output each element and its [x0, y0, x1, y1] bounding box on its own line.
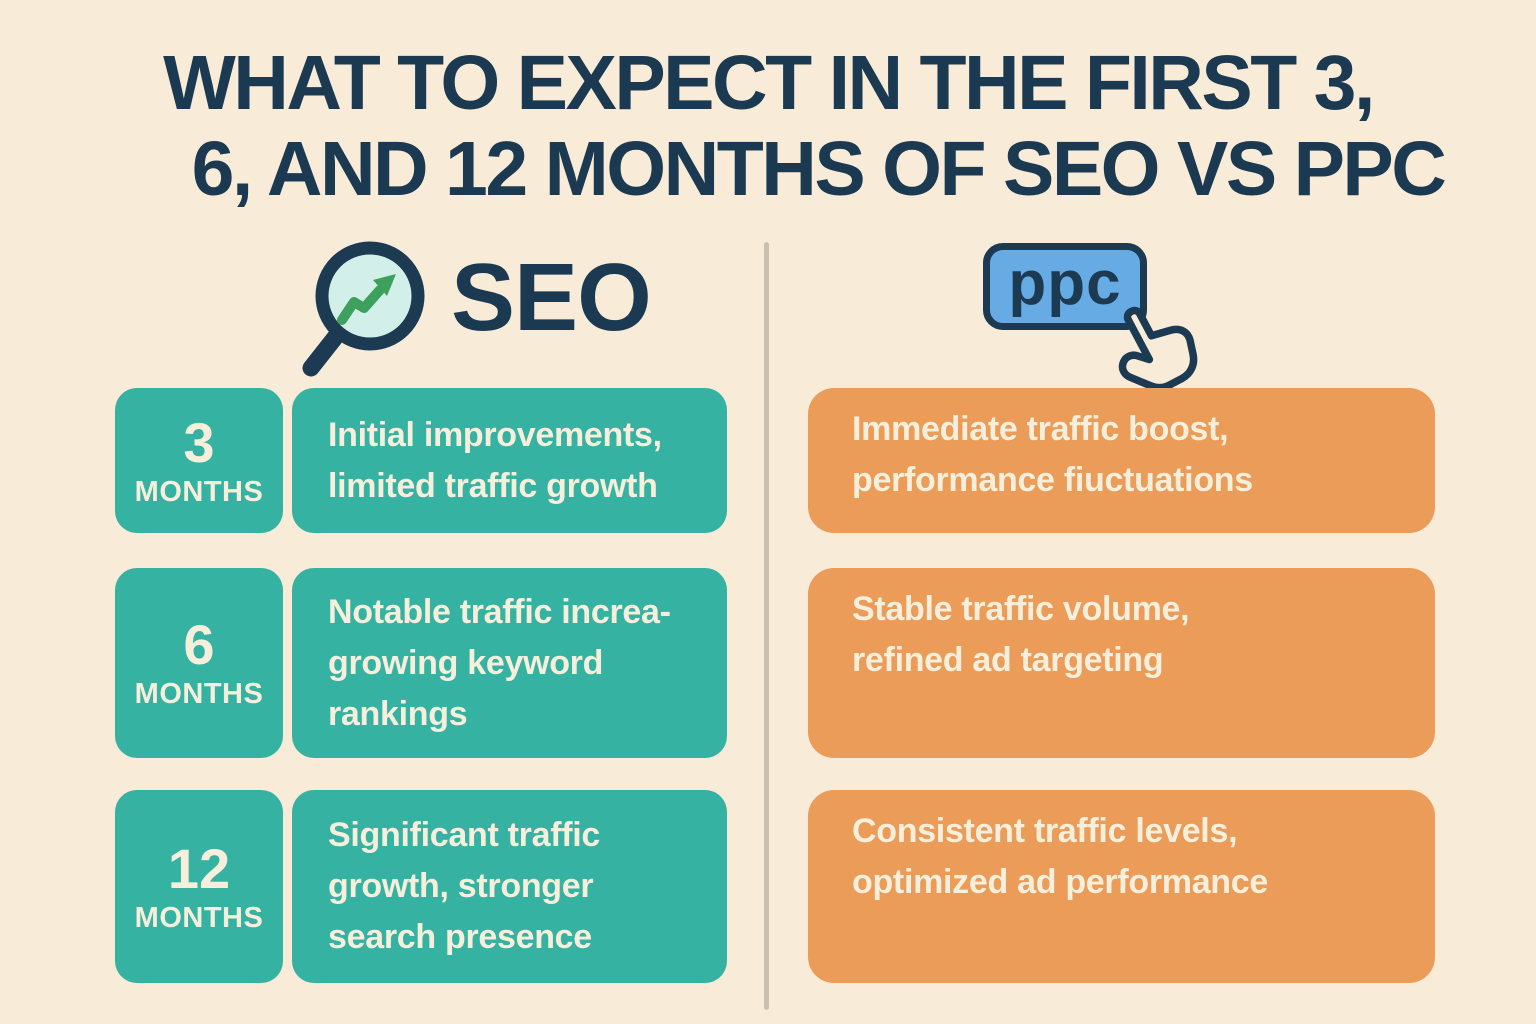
ppc-description-card-12-months: Consistent traffic levels, optimized ad … [808, 790, 1435, 983]
seo-period-card-6-months: 6 MONTHS [115, 568, 283, 758]
seo-description-card-12-months: Significant traffic growth, stronger sea… [292, 790, 727, 983]
seo-description-card-6-months: Notable traffic increa- growing keyword … [292, 568, 727, 758]
page-title: WHAT TO EXPECT IN THE FIRST 3, 6, AND 12… [0, 40, 1536, 212]
column-divider [764, 242, 769, 1010]
seo-period-card-3-months: 3 MONTHS [115, 388, 283, 533]
period-value: 3 [183, 410, 215, 474]
period-unit: MONTHS [134, 901, 264, 934]
description-text: Stable traffic volume, refined ad target… [852, 590, 1190, 679]
title-line-1: WHAT TO EXPECT IN THE FIRST 3, [163, 40, 1375, 126]
click-hand-icon [1096, 296, 1211, 401]
seo-header-label: SEO [451, 244, 652, 351]
description-text: Immediate traffic boost, performance fiu… [852, 410, 1253, 499]
ppc-button-graphic: ppc [983, 243, 1147, 330]
description-text: Initial improvements, limited traffic gr… [328, 415, 662, 505]
seo-section-header: SEO [296, 236, 652, 401]
period-unit: MONTHS [134, 678, 264, 710]
ppc-header-label: ppc [1008, 249, 1122, 318]
description-text: Consistent traffic levels, optimized ad … [852, 812, 1268, 901]
description-text: Notable traffic increa- growing keyword … [328, 592, 671, 733]
description-text: Significant traffic growth, stronger sea… [328, 816, 600, 956]
period-value: 12 [167, 836, 231, 900]
seo-description-card-3-months: Initial improvements, limited traffic gr… [292, 388, 727, 533]
period-value: 6 [183, 613, 215, 676]
magnifier-trend-icon [296, 236, 431, 401]
ppc-description-card-6-months: Stable traffic volume, refined ad target… [808, 568, 1435, 758]
ppc-description-card-3-months: Immediate traffic boost, performance fiu… [808, 388, 1435, 533]
period-unit: MONTHS [134, 475, 264, 508]
title-line-2: 6, AND 12 MONTHS OF SEO VS PPC [191, 126, 1447, 212]
seo-period-card-12-months: 12 MONTHS [115, 790, 283, 983]
